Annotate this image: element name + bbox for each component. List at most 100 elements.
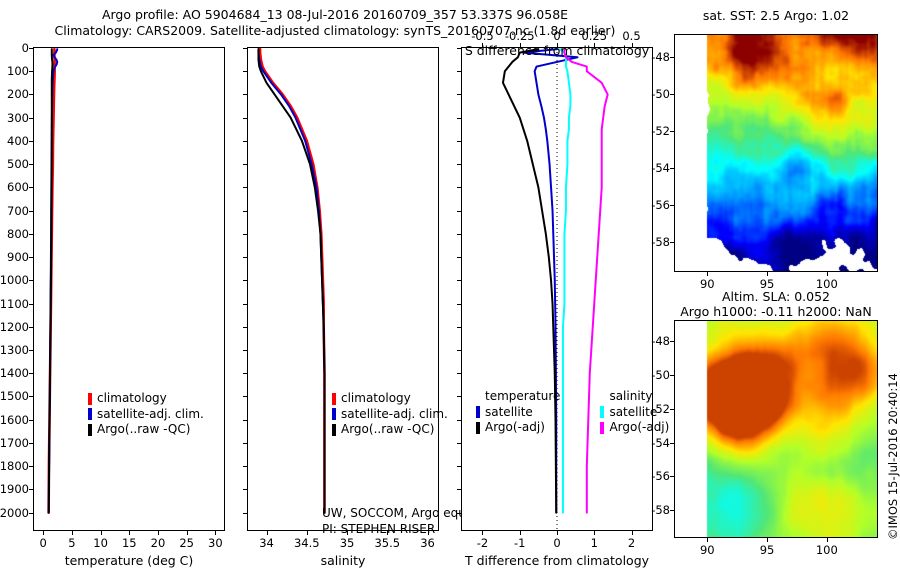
axis-tick-label: 1900 <box>0 482 29 497</box>
axis-tick <box>243 210 248 212</box>
sst-map-field <box>675 35 877 271</box>
axis-tick-label: 0 <box>21 41 29 55</box>
figure-title-line-1: Argo profile: AO 5904684_13 08-Jul-2016 … <box>101 7 569 22</box>
axis-tick-label: 30 <box>208 536 223 550</box>
legend-item: Argo(..raw -QC) <box>88 422 204 438</box>
axis-tick <box>427 530 429 535</box>
axis-tick <box>29 326 34 328</box>
axis-tick-label: 600 <box>7 180 29 195</box>
axis-tick-label: -58 <box>651 234 670 249</box>
sla-map-title-line-1: Altim. SLA: 0.052 <box>721 289 830 304</box>
axis-tick <box>826 271 828 276</box>
axis-tick-label: 20 <box>150 536 166 550</box>
figure-title-line-2: Climatology: CARS2009. Satellite-adjuste… <box>54 23 616 38</box>
axis-tick <box>670 510 675 511</box>
axis-tick-label: 2 <box>627 536 636 550</box>
axis-tick <box>457 233 462 235</box>
axis-tick <box>243 94 248 96</box>
axis-tick-label: -2 <box>476 536 489 550</box>
axis-tick <box>243 396 248 398</box>
axis-tick-label: 0 <box>553 29 561 43</box>
axis-tick <box>29 442 34 444</box>
axis-tick <box>670 408 675 410</box>
legend-column-salinity: salinity satellite Argo(-adj) <box>600 389 669 436</box>
axis-tick <box>457 326 462 328</box>
axis-tick-label: 5 <box>68 536 76 550</box>
legend-column-title: temperature <box>485 389 561 403</box>
axis-tick-label: 1000 <box>0 273 29 288</box>
axis-tick-label: 500 <box>7 157 29 172</box>
axis-tick-label: -0.5 <box>471 29 494 43</box>
legend-swatch-argo-raw <box>332 423 336 436</box>
axis-tick-label: -0.25 <box>504 29 535 43</box>
axis-tick <box>631 530 633 535</box>
axis-tick <box>670 130 675 132</box>
axis-tick-label: 10 <box>93 536 108 550</box>
axis-tick-label: 300 <box>7 110 29 125</box>
axis-tick <box>29 280 34 282</box>
axis-tick <box>670 57 675 59</box>
axis-tick-label: 1500 <box>0 389 29 404</box>
axis-tick <box>29 117 34 119</box>
temperature-axis-label: temperature (deg C) <box>64 553 194 568</box>
axis-tick <box>482 530 484 535</box>
sla-map-field <box>675 321 877 537</box>
axis-tick <box>29 71 34 73</box>
sst-map-title: sat. SST: 2.5 Argo: 1.02 <box>662 8 890 23</box>
legend-label: climatology <box>341 391 411 405</box>
axis-tick <box>29 140 34 142</box>
legend-item: Argo(-adj) <box>600 420 669 436</box>
axis-tick <box>243 512 248 514</box>
axis-tick <box>100 530 102 535</box>
axis-tick <box>457 71 462 73</box>
difference-legend: temperature satellite Argo(-adj) salinit… <box>476 389 669 436</box>
axis-tick <box>243 257 248 259</box>
axis-tick-label: -48 <box>651 50 670 65</box>
salinity-legend: climatology satellite-adj. clim. Argo(..… <box>332 391 448 438</box>
axis-tick-label: 1 <box>590 536 598 550</box>
axis-tick <box>243 48 248 49</box>
axis-tick <box>43 530 45 535</box>
axis-tick <box>482 43 484 48</box>
axis-tick <box>457 117 462 119</box>
legend-item: satellite <box>476 405 560 421</box>
axis-tick <box>387 530 389 535</box>
axis-tick <box>631 43 633 48</box>
axis-tick <box>243 140 248 142</box>
axis-tick <box>243 280 248 282</box>
axis-tick-label: 1600 <box>0 412 29 427</box>
axis-tick <box>457 210 462 212</box>
axis-tick-label: 95 <box>759 543 775 557</box>
axis-tick <box>186 530 188 535</box>
axis-tick <box>71 530 73 535</box>
axis-tick-label: 800 <box>7 226 29 241</box>
axis-tick-label: 0 <box>553 536 561 550</box>
legend-label: climatology <box>97 391 167 405</box>
axis-tick <box>457 349 462 351</box>
profile-curves <box>501 48 609 530</box>
axis-tick <box>670 341 675 343</box>
legend-swatch-salinity-satellite <box>600 406 605 419</box>
axis-tick <box>670 204 675 206</box>
axis-tick-label: 34.5 <box>293 536 320 550</box>
axis-tick <box>519 43 521 48</box>
axis-tick <box>29 233 34 235</box>
legend-label: satellite-adj. clim. <box>97 406 204 421</box>
axis-tick-label: 900 <box>7 250 29 265</box>
difference-profile-panel: T difference from climatology S differen… <box>457 29 669 568</box>
profile-curves <box>47 48 59 514</box>
axis-tick <box>670 167 675 169</box>
salinity-profile-panel: salinity climatology satellite-adj. clim… <box>243 47 507 568</box>
axis-tick-label: -52 <box>651 123 670 138</box>
axis-tick-label: 36 <box>420 536 435 550</box>
legend-item: climatology <box>332 391 448 407</box>
t-difference-axis-label: T difference from climatology <box>464 553 650 568</box>
sla-map-title-line-2: Argo h1000: -0.11 h2000: NaN <box>680 304 872 319</box>
axis-tick-label: 1200 <box>0 319 29 334</box>
axis-tick <box>243 187 248 189</box>
axis-tick-label: 400 <box>7 133 29 148</box>
axis-tick <box>29 489 34 491</box>
axis-tick <box>670 375 675 376</box>
program-note-line-1: UW, SOCCOM, Argo equivalent <box>322 506 507 520</box>
axis-tick <box>243 117 248 119</box>
